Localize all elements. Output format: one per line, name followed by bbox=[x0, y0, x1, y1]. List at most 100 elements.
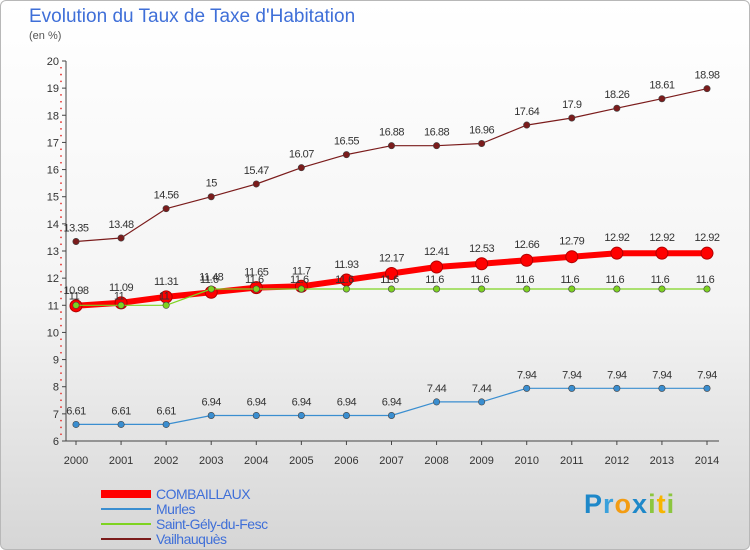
data-point bbox=[117, 234, 125, 242]
legend-item: Saint-Gély-du-Fesc bbox=[101, 517, 361, 532]
y-minor-tick bbox=[60, 134, 62, 137]
data-point bbox=[252, 411, 260, 419]
y-minor-tick bbox=[60, 175, 62, 178]
data-label: 15.47 bbox=[244, 165, 269, 177]
data-label: 11.6 bbox=[651, 274, 670, 286]
brand-logo: Proxiti bbox=[584, 489, 675, 520]
data-label: 7.94 bbox=[562, 369, 582, 381]
data-point bbox=[342, 151, 350, 159]
data-point bbox=[568, 114, 576, 122]
data-label: 12.41 bbox=[424, 246, 449, 258]
data-point bbox=[523, 384, 531, 392]
data-point bbox=[72, 238, 80, 246]
data-point bbox=[117, 301, 125, 309]
data-point bbox=[610, 246, 624, 260]
y-minor-tick bbox=[60, 263, 62, 266]
data-label: 17.64 bbox=[514, 106, 539, 118]
legend-swatch bbox=[101, 523, 151, 525]
y-tick-label: 18 bbox=[47, 110, 59, 122]
data-point bbox=[658, 95, 666, 103]
x-tick-label: 2003 bbox=[199, 455, 223, 467]
data-label: 15 bbox=[206, 178, 218, 190]
data-label: 11.7 bbox=[292, 265, 311, 277]
x-tick-label: 2014 bbox=[695, 455, 719, 467]
data-label: 7.94 bbox=[697, 369, 717, 381]
y-tick-label: 13 bbox=[47, 246, 59, 258]
series-line-3 bbox=[75, 88, 708, 243]
data-point bbox=[433, 142, 441, 150]
data-label: 12.92 bbox=[604, 232, 629, 244]
legend: COMBAILLAUX Murles Saint-Gély-du-Fesc Vailh… bbox=[101, 487, 361, 547]
brand-letter: r bbox=[603, 489, 615, 519]
brand-letter: i bbox=[648, 489, 657, 519]
data-point bbox=[207, 193, 215, 201]
data-label: 6.94 bbox=[382, 396, 402, 408]
data-label: 6.61 bbox=[156, 405, 176, 417]
y-tick-label: 11 bbox=[48, 300, 59, 312]
legend-label: Murles bbox=[156, 501, 196, 517]
x-tick-label: 2008 bbox=[424, 455, 448, 467]
data-point bbox=[385, 267, 398, 281]
y-minor-tick bbox=[60, 338, 62, 341]
chart-unit-label: (en %) bbox=[29, 30, 62, 42]
data-point bbox=[658, 285, 666, 293]
data-point bbox=[613, 285, 621, 293]
data-label: 16.55 bbox=[334, 136, 359, 148]
y-minor-tick bbox=[60, 209, 62, 212]
brand-letter: P bbox=[584, 489, 604, 519]
y-minor-tick bbox=[60, 216, 62, 218]
data-point bbox=[568, 384, 576, 392]
y-minor-tick bbox=[60, 297, 62, 300]
data-label: 18.26 bbox=[604, 89, 629, 101]
y-tick-label: 14 bbox=[47, 219, 59, 231]
data-point bbox=[613, 104, 621, 112]
y-minor-tick bbox=[60, 100, 62, 103]
data-point bbox=[703, 285, 711, 293]
data-point bbox=[297, 285, 305, 293]
chart-title: Evolution du Taux de Taxe d'Habitation bbox=[29, 6, 356, 27]
data-label: 16.88 bbox=[424, 127, 449, 139]
y-minor-tick bbox=[60, 236, 62, 239]
data-label: 14.56 bbox=[154, 190, 179, 202]
data-point bbox=[568, 285, 576, 293]
data-label: 7.94 bbox=[517, 369, 537, 381]
data-point bbox=[520, 253, 534, 267]
data-point bbox=[207, 285, 215, 293]
y-tick-label: 12 bbox=[47, 273, 59, 285]
data-point bbox=[658, 384, 666, 392]
x-tick-label: 2001 bbox=[109, 455, 133, 467]
y-minor-tick bbox=[60, 399, 62, 402]
data-label: 11.6 bbox=[200, 274, 219, 286]
data-label: 12.92 bbox=[694, 232, 719, 244]
data-label: 6.94 bbox=[247, 396, 267, 408]
data-label: 11.6 bbox=[245, 274, 264, 286]
y-minor-tick bbox=[60, 66, 62, 69]
legend-label: Vailhauquès bbox=[156, 531, 227, 547]
data-label: 11.6 bbox=[290, 274, 309, 286]
data-label: 7.94 bbox=[607, 369, 627, 381]
y-minor-tick bbox=[60, 161, 62, 164]
x-tick-label: 2012 bbox=[605, 455, 629, 467]
data-label: 12.17 bbox=[379, 253, 404, 265]
y-minor-tick bbox=[60, 365, 62, 368]
data-label: 17.9 bbox=[562, 99, 582, 111]
data-label: 18.98 bbox=[694, 70, 719, 82]
data-point bbox=[387, 142, 395, 150]
y-minor-tick bbox=[60, 290, 62, 293]
data-point bbox=[207, 411, 215, 419]
y-minor-tick bbox=[60, 392, 62, 395]
data-point bbox=[162, 420, 170, 428]
data-label: 13.48 bbox=[109, 219, 134, 231]
data-point bbox=[478, 285, 486, 293]
y-tick-label: 9 bbox=[53, 355, 59, 367]
data-label: 12.92 bbox=[649, 232, 674, 244]
data-label: 6.94 bbox=[202, 396, 222, 408]
data-label: 6.94 bbox=[292, 396, 312, 408]
y-minor-tick bbox=[60, 426, 62, 429]
data-label: 11.93 bbox=[334, 259, 359, 271]
x-tick-label: 2005 bbox=[289, 455, 313, 467]
x-tick-label: 2000 bbox=[64, 455, 88, 467]
data-point bbox=[72, 301, 80, 309]
y-minor-tick bbox=[60, 419, 62, 422]
